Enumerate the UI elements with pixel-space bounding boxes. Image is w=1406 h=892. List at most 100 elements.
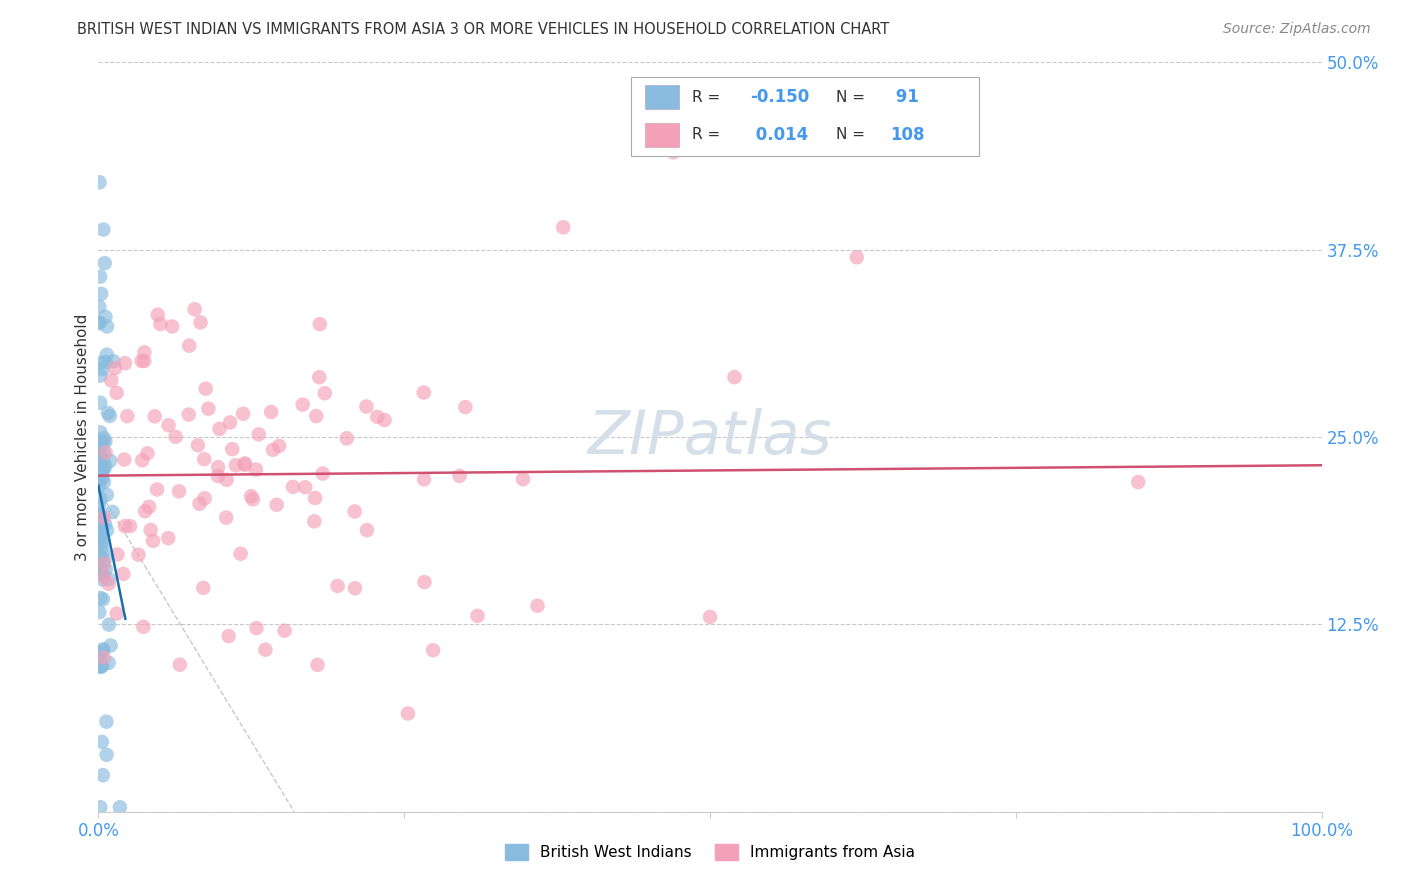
Point xyxy=(96,319,118,334)
Point xyxy=(197,401,219,416)
Point xyxy=(93,569,115,583)
Point xyxy=(512,472,534,486)
Point xyxy=(194,491,217,506)
Point xyxy=(89,449,111,463)
Point xyxy=(307,657,329,672)
Point xyxy=(93,553,115,567)
Point xyxy=(89,356,111,370)
Point xyxy=(139,523,162,537)
Point xyxy=(87,316,110,330)
Point xyxy=(91,592,114,607)
Point xyxy=(91,535,114,549)
Point xyxy=(179,339,201,353)
Point xyxy=(97,656,120,670)
Point xyxy=(89,300,111,314)
Point xyxy=(91,546,114,560)
Point xyxy=(366,409,388,424)
Point xyxy=(91,557,114,571)
Point xyxy=(136,446,159,460)
Point xyxy=(87,471,110,485)
Point xyxy=(87,507,110,521)
Legend: British West Indians, Immigrants from Asia: British West Indians, Immigrants from As… xyxy=(498,837,922,868)
Point xyxy=(229,547,252,561)
Point xyxy=(94,355,117,369)
Point xyxy=(90,567,112,582)
Point xyxy=(94,562,117,576)
Point xyxy=(134,345,156,359)
Point xyxy=(183,302,205,317)
Point xyxy=(208,422,231,436)
Point xyxy=(225,458,247,473)
Point xyxy=(89,473,111,487)
Point xyxy=(91,573,114,587)
Point xyxy=(273,624,295,638)
Point xyxy=(94,434,117,449)
Point xyxy=(98,409,121,423)
Point xyxy=(90,591,112,605)
Point xyxy=(91,460,114,475)
Point xyxy=(413,575,436,590)
Point xyxy=(89,605,111,619)
Point xyxy=(157,418,180,433)
Point xyxy=(90,659,112,673)
Point xyxy=(93,431,115,445)
Point xyxy=(526,599,548,613)
Point xyxy=(221,442,243,457)
Text: -0.150: -0.150 xyxy=(751,88,810,106)
Point xyxy=(142,533,165,548)
Point xyxy=(131,354,153,368)
Point xyxy=(94,310,117,324)
Point xyxy=(90,286,112,301)
Point xyxy=(89,269,111,284)
Point xyxy=(91,435,114,450)
Point xyxy=(132,620,155,634)
Point xyxy=(160,319,183,334)
Point xyxy=(97,577,120,591)
Point xyxy=(449,468,471,483)
Text: 108: 108 xyxy=(890,126,924,144)
Point xyxy=(167,484,190,499)
Point xyxy=(112,566,135,581)
Point xyxy=(294,480,316,494)
Point xyxy=(105,607,128,621)
Point xyxy=(240,489,263,503)
Point xyxy=(90,735,112,749)
Point xyxy=(89,517,111,532)
Point xyxy=(103,354,125,368)
Point xyxy=(266,498,288,512)
Point xyxy=(308,317,330,331)
Text: N =: N = xyxy=(837,89,870,104)
Point xyxy=(91,471,114,485)
Point xyxy=(165,430,187,444)
Point xyxy=(131,453,153,467)
Point xyxy=(91,362,114,376)
Point xyxy=(89,465,111,479)
Point xyxy=(96,714,118,729)
Text: 0.014: 0.014 xyxy=(751,126,808,144)
Point xyxy=(412,385,434,400)
Point xyxy=(91,463,114,477)
Point xyxy=(157,531,180,545)
Point xyxy=(89,315,111,329)
Point xyxy=(93,256,115,270)
Point xyxy=(134,354,156,368)
Point xyxy=(254,642,277,657)
Point xyxy=(90,524,112,538)
Point xyxy=(101,505,124,519)
Point xyxy=(91,658,114,673)
FancyBboxPatch shape xyxy=(630,78,979,156)
Text: Source: ZipAtlas.com: Source: ZipAtlas.com xyxy=(1223,22,1371,37)
Point xyxy=(128,548,150,562)
Point xyxy=(91,643,114,657)
Point xyxy=(96,348,118,362)
Point xyxy=(356,400,378,414)
Point xyxy=(104,361,127,376)
Point xyxy=(187,438,209,452)
Point xyxy=(89,395,111,409)
Point xyxy=(143,409,166,424)
Point xyxy=(96,488,118,502)
Point xyxy=(553,220,575,235)
Point xyxy=(138,500,160,514)
Point xyxy=(87,528,110,542)
Point xyxy=(467,608,489,623)
